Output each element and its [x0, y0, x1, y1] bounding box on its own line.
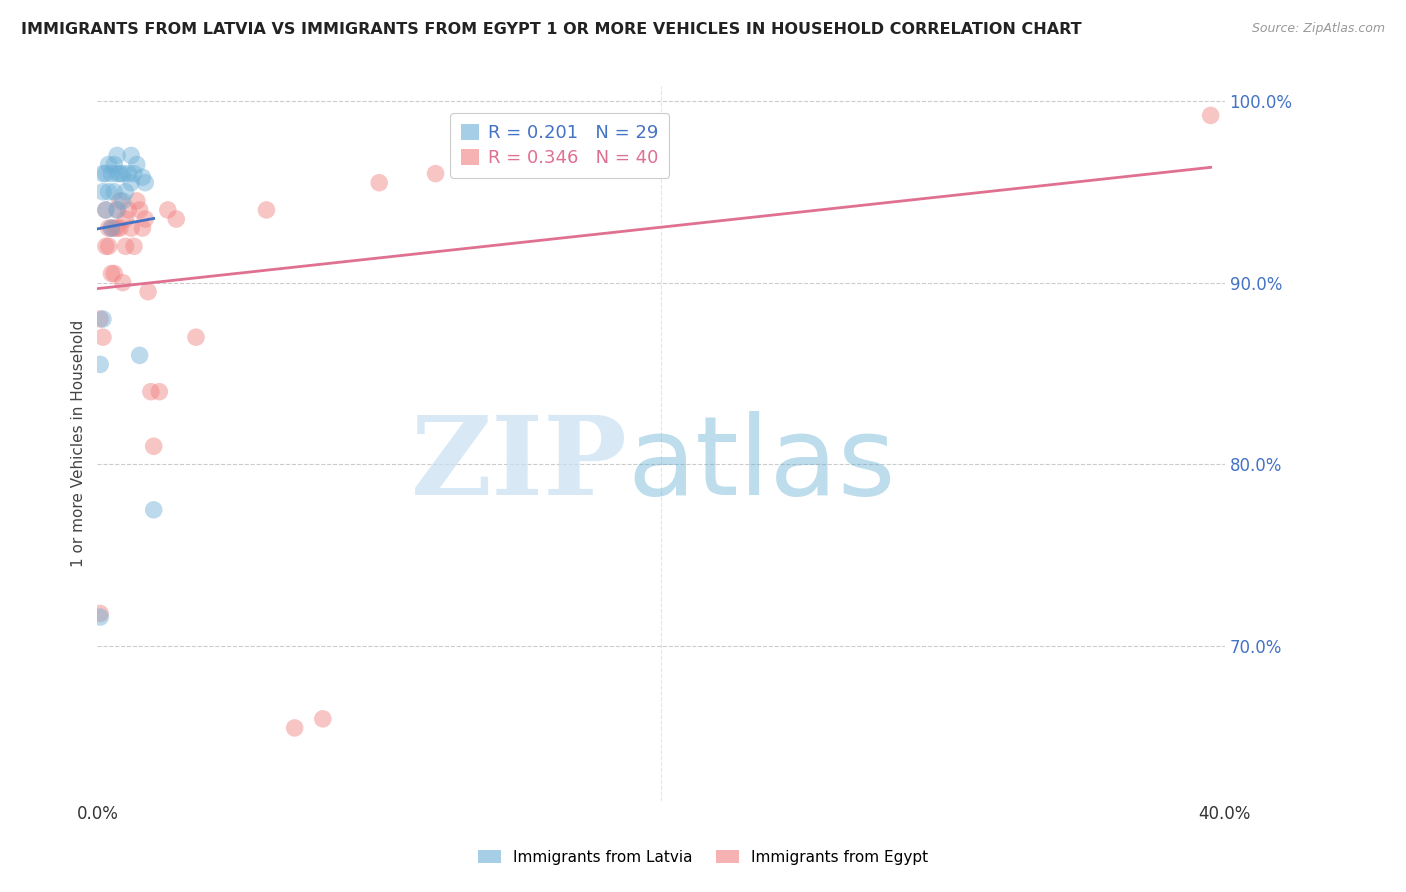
Point	[91, 167, 114, 181]
Point	[91, 312, 114, 326]
Legend: Immigrants from Latvia, Immigrants from Egypt: Immigrants from Latvia, Immigrants from …	[472, 844, 934, 871]
Point	[100, 267, 122, 281]
Point	[91, 330, 114, 344]
Point	[120, 176, 142, 190]
Point	[108, 194, 131, 208]
Point	[97, 157, 120, 171]
Point	[105, 202, 128, 217]
Point	[105, 202, 128, 217]
Text: atlas: atlas	[627, 411, 896, 518]
Point	[284, 721, 307, 735]
Point	[108, 221, 131, 235]
Legend: R = 0.201   N = 29, R = 0.346   N = 40: R = 0.201 N = 29, R = 0.346 N = 40	[450, 113, 669, 178]
Point	[108, 167, 131, 181]
Point	[105, 148, 128, 162]
Point	[122, 167, 145, 181]
Text: Source: ZipAtlas.com: Source: ZipAtlas.com	[1251, 22, 1385, 36]
Point	[142, 503, 165, 517]
Point	[165, 212, 187, 227]
Text: IMMIGRANTS FROM LATVIA VS IMMIGRANTS FROM EGYPT 1 OR MORE VEHICLES IN HOUSEHOLD : IMMIGRANTS FROM LATVIA VS IMMIGRANTS FRO…	[21, 22, 1081, 37]
Point	[111, 276, 134, 290]
Point	[100, 221, 122, 235]
Point	[156, 202, 179, 217]
Point	[134, 212, 156, 227]
Point	[89, 610, 111, 624]
Point	[368, 176, 391, 190]
Point	[312, 712, 335, 726]
Point	[94, 202, 117, 217]
Point	[111, 194, 134, 208]
Point	[122, 239, 145, 253]
Point	[114, 185, 136, 199]
Point	[125, 194, 148, 208]
Point	[184, 330, 207, 344]
Point	[94, 239, 117, 253]
Point	[1199, 108, 1222, 122]
Point	[89, 358, 111, 372]
Point	[128, 348, 150, 362]
Point	[105, 221, 128, 235]
Point	[89, 312, 111, 326]
Point	[131, 170, 153, 185]
Point	[103, 267, 125, 281]
Point	[136, 285, 159, 299]
Point	[425, 167, 447, 181]
Text: ZIP: ZIP	[411, 411, 627, 518]
Point	[131, 221, 153, 235]
Point	[256, 202, 278, 217]
Point	[111, 167, 134, 181]
Point	[117, 202, 139, 217]
Point	[453, 157, 475, 171]
Point	[105, 167, 128, 181]
Point	[114, 239, 136, 253]
Point	[142, 439, 165, 453]
Point	[114, 212, 136, 227]
Point	[94, 167, 117, 181]
Point	[91, 185, 114, 199]
Point	[128, 202, 150, 217]
Point	[97, 185, 120, 199]
Point	[103, 157, 125, 171]
Point	[125, 157, 148, 171]
Point	[120, 148, 142, 162]
Point	[120, 221, 142, 235]
Point	[100, 167, 122, 181]
Point	[89, 607, 111, 621]
Y-axis label: 1 or more Vehicles in Household: 1 or more Vehicles in Household	[72, 320, 86, 567]
Point	[134, 176, 156, 190]
Point	[481, 148, 503, 162]
Point	[139, 384, 162, 399]
Point	[97, 239, 120, 253]
Point	[100, 221, 122, 235]
Point	[103, 185, 125, 199]
Point	[97, 221, 120, 235]
Point	[148, 384, 170, 399]
Point	[94, 202, 117, 217]
Point	[117, 167, 139, 181]
Point	[103, 221, 125, 235]
